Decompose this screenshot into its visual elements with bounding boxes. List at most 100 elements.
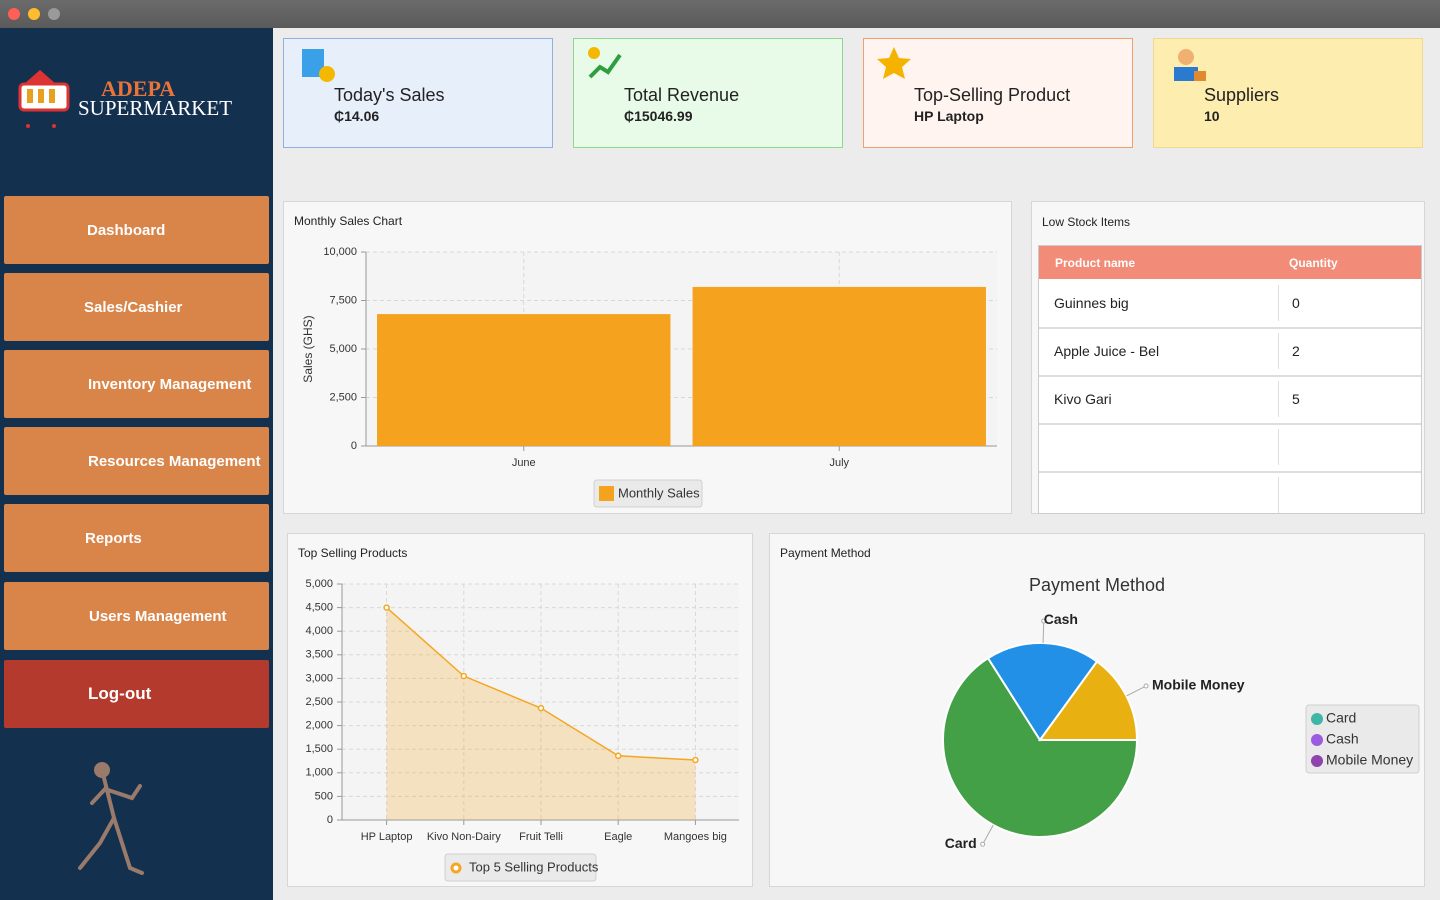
legend-label: Top 5 Selling Products xyxy=(469,859,599,874)
column-divider xyxy=(1278,381,1279,417)
empty-row xyxy=(1039,471,1421,513)
legend-swatch xyxy=(1311,734,1323,746)
figure-leg xyxy=(102,776,144,875)
point xyxy=(383,604,390,611)
label-leader xyxy=(982,824,994,845)
legend-box xyxy=(444,853,597,882)
y-tick-label: 4,000 xyxy=(305,625,333,637)
card-value: ₵14.06 xyxy=(334,108,380,124)
stat-card: Suppliers 10 xyxy=(1153,38,1423,148)
icon-shape xyxy=(588,47,600,59)
y-tick-label: 3,000 xyxy=(305,672,333,684)
point xyxy=(614,752,622,760)
figure-arm xyxy=(90,784,142,805)
panel-title: Monthly Sales Chart xyxy=(294,214,403,228)
y-tick-label: 2,500 xyxy=(305,696,333,708)
x-tick-label: HP Laptop xyxy=(361,831,413,843)
nav-button[interactable]: Resources Management xyxy=(4,427,269,495)
y-tick-label: 3,500 xyxy=(305,649,333,661)
y-tick-label: 1,000 xyxy=(305,767,333,779)
icon-shape xyxy=(877,47,911,79)
y-tick-label: 4,500 xyxy=(305,602,333,614)
nav-button[interactable]: Inventory Management xyxy=(4,350,269,418)
y-tick-label: 2,500 xyxy=(329,391,357,403)
title-bar xyxy=(0,0,1440,28)
y-tick-label: 0 xyxy=(351,440,357,452)
legend-box xyxy=(1305,704,1420,774)
walking-figure xyxy=(78,762,144,875)
card-icon xyxy=(1174,49,1206,81)
card-value: ₵15046.99 xyxy=(624,108,693,124)
bar xyxy=(692,286,986,446)
point xyxy=(537,704,545,712)
icon-shape xyxy=(1174,67,1198,81)
chart-title: Payment Method xyxy=(1029,575,1165,595)
legend-label: Card xyxy=(1326,710,1356,726)
legend-box xyxy=(593,479,703,508)
pie-slice xyxy=(942,656,1139,838)
y-tick-label: 2,000 xyxy=(305,720,333,732)
label-dot xyxy=(980,841,986,847)
panel-title: Payment Method xyxy=(780,546,871,560)
column-divider xyxy=(1278,333,1279,369)
nav-button[interactable]: Reports xyxy=(4,504,269,572)
panel-title: Low Stock Items xyxy=(1042,215,1131,229)
logo-roof xyxy=(24,70,56,84)
close-button[interactable] xyxy=(8,8,20,20)
brand-bottom: SUPERMARKET xyxy=(78,96,233,120)
label-dot xyxy=(1041,618,1047,624)
y-tick-label: 7,500 xyxy=(329,294,357,306)
card-icon xyxy=(588,47,622,79)
cell: Kivo Gari xyxy=(1054,391,1112,407)
legend-label: Mobile Money xyxy=(1326,752,1413,768)
y-tick-label: 1,500 xyxy=(305,743,333,755)
card-title: Today's Sales xyxy=(334,85,445,105)
card-value: 10 xyxy=(1204,108,1220,124)
column-divider xyxy=(1278,477,1279,513)
card-icon xyxy=(877,47,911,79)
table-row[interactable]: Guinnes big 0 xyxy=(1039,279,1421,329)
legend-label: Monthly Sales xyxy=(618,485,700,500)
point xyxy=(692,756,699,764)
logo-bar xyxy=(38,89,44,103)
figure-head xyxy=(94,762,110,778)
x-tick-label: Fruit Telli xyxy=(519,831,563,843)
legend-swatch xyxy=(599,486,614,501)
empty-row xyxy=(1039,423,1421,473)
icon-shape xyxy=(1194,71,1206,81)
table-header: Product name Quantity xyxy=(1039,246,1421,279)
table-row[interactable]: Kivo Gari 5 xyxy=(1039,375,1421,425)
y-tick-label: 5,000 xyxy=(329,343,357,355)
maximize-button[interactable] xyxy=(48,8,60,20)
label-dot xyxy=(1143,683,1149,689)
minimize-button[interactable] xyxy=(28,8,40,20)
table-row[interactable]: Apple Juice - Bel 2 xyxy=(1039,327,1421,377)
legend-label: Cash xyxy=(1326,731,1359,747)
y-tick-label: 5,000 xyxy=(305,578,333,590)
sidebar: ADEPA SUPERMARKET Dashboard Sales/Cashie… xyxy=(0,28,273,900)
logo xyxy=(18,70,70,128)
slice-label: Card xyxy=(945,835,977,851)
label-leader xyxy=(1042,621,1045,644)
table: Product name Quantity Guinnes big 0 Appl… xyxy=(1038,245,1422,514)
card-title: Suppliers xyxy=(1204,85,1280,105)
stat-card: Top-Selling Product HP Laptop xyxy=(863,38,1133,148)
nav-button[interactable]: Users Management xyxy=(4,582,269,650)
nav-button[interactable]: Dashboard xyxy=(4,196,269,264)
nav-button[interactable]: Sales/Cashier xyxy=(4,273,269,341)
cell: 2 xyxy=(1292,343,1300,359)
logout-button[interactable]: Log-out xyxy=(4,660,269,728)
icon-shape xyxy=(588,53,622,79)
logo-wheel xyxy=(52,124,56,128)
slice-label: Cash xyxy=(1044,611,1078,627)
icon-shape xyxy=(1178,49,1194,65)
low-stock-panel: Low Stock Items Product name Quantity Gu… xyxy=(1031,201,1425,514)
legend-swatch xyxy=(450,862,462,874)
column-divider xyxy=(1278,429,1279,465)
cell: Guinnes big xyxy=(1054,295,1129,311)
label-leader xyxy=(1126,685,1147,697)
card-icon xyxy=(302,49,335,82)
logo-bar xyxy=(49,89,55,103)
